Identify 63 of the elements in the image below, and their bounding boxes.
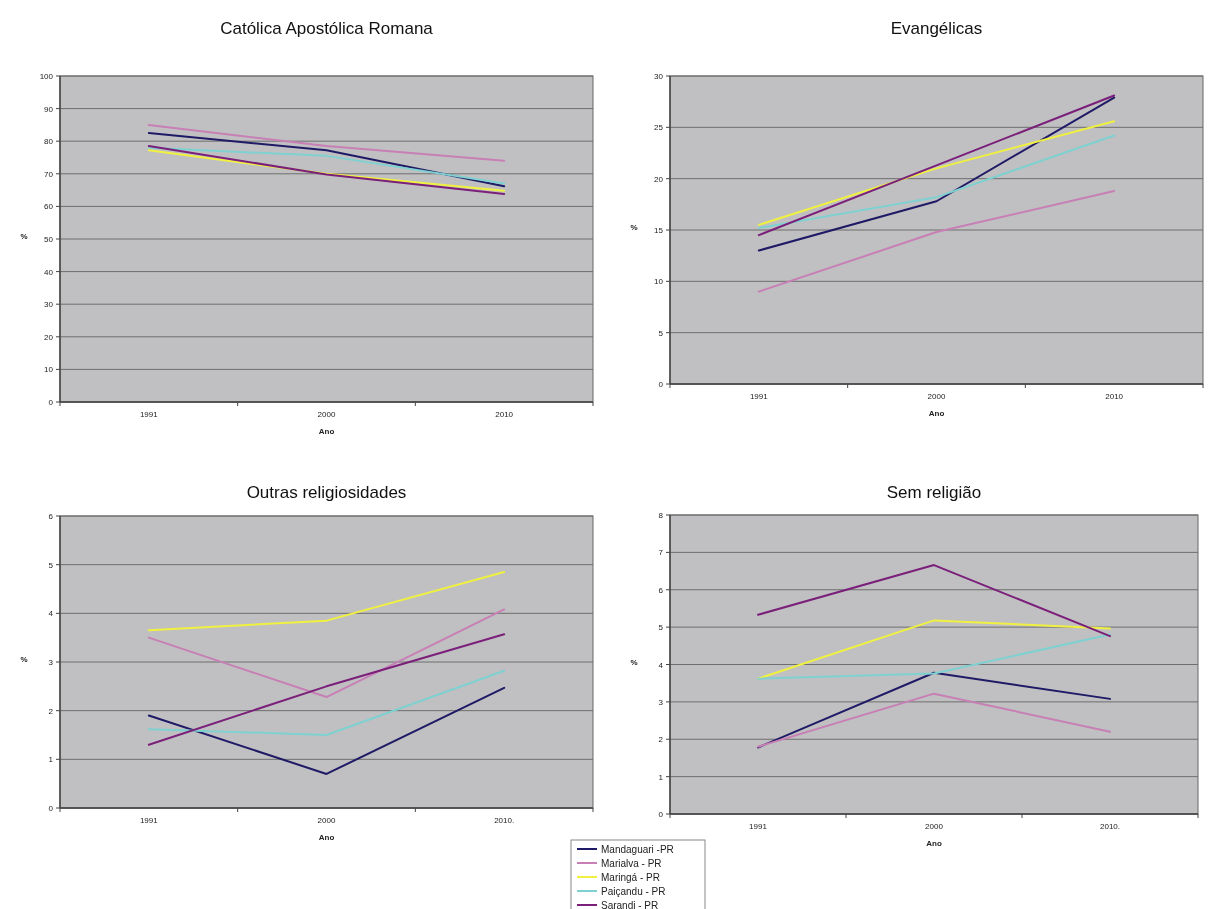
y-tick-label: 50 [44,235,54,244]
y-tick-label: 3 [48,658,54,667]
x-tick-label: 2000 [317,410,336,419]
y-axis-title: % [630,223,638,232]
y-axis-title: % [630,657,638,667]
x-tick-label: 1991 [749,822,768,831]
y-tick-label: 5 [48,560,54,570]
y-tick-label: 10 [654,277,664,287]
x-axis-title: Ano [318,427,335,436]
legend-label: Sarandi - PR [601,900,659,909]
y-tick-label: 5 [658,623,664,633]
y-tick-label: 4 [48,609,54,619]
x-tick-label: 2000 [927,392,946,401]
y-tick-label: 6 [658,585,664,595]
y-tick-label: 4 [658,660,664,670]
x-axis-title: Ano [926,839,942,848]
y-tick-label: 30 [654,72,664,81]
x-tick-label: 2010 [1105,392,1124,401]
y-tick-label: 10 [44,365,54,375]
y-tick-label: 100 [39,72,54,81]
y-tick-label: 25 [654,123,664,133]
chart-title: Católica Apostólica Romana [220,19,434,38]
y-tick-label: 5 [658,328,664,338]
y-tick-label: 8 [658,511,664,520]
y-axis-title: % [20,655,28,664]
x-tick-label: 2010 [495,410,514,419]
x-tick-label: 1991 [749,392,769,401]
y-tick-label: 0 [48,398,54,407]
legend-label: Paiçandu - PR [601,886,666,897]
y-tick-label: 2 [658,735,664,745]
x-tick-label: 2000 [925,822,944,831]
y-tick-label: 6 [48,512,54,521]
y-tick-label: 30 [44,300,54,310]
chart-title: Evangélicas [890,19,983,38]
x-tick-label: 2010. [1099,822,1121,831]
y-tick-label: 60 [44,202,54,212]
chart-title: Sem religião [886,483,982,502]
y-tick-label: 70 [44,169,54,179]
y-tick-label: 15 [654,226,664,235]
y-tick-label: 7 [658,548,664,558]
y-tick-label: 0 [48,804,54,813]
legend-label: Maringá - PR [601,872,660,883]
y-axis-title: % [20,232,28,241]
x-axis-title: Ano [928,409,945,418]
x-tick-label: 2000 [317,816,336,825]
y-tick-label: 40 [44,267,54,277]
y-tick-label: 1 [658,772,664,782]
legend-label: Mandaguari -PR [601,844,674,855]
x-axis-title: Ano [318,833,335,842]
y-tick-label: 20 [44,332,54,342]
x-tick-label: 2010. [494,816,515,825]
y-tick-label: 3 [658,697,664,707]
y-tick-label: 80 [44,137,54,147]
y-tick-label: 2 [48,706,54,716]
x-tick-label: 1991 [139,410,159,419]
y-tick-label: 20 [654,174,664,184]
legend-label: Marialva - PR [601,858,662,869]
y-tick-label: 0 [658,380,664,389]
y-tick-label: 90 [44,104,54,114]
x-tick-label: 1991 [139,816,159,825]
chart-title: Outras religiosidades [246,483,407,502]
y-tick-label: 0 [658,810,664,819]
y-tick-label: 1 [48,755,54,765]
